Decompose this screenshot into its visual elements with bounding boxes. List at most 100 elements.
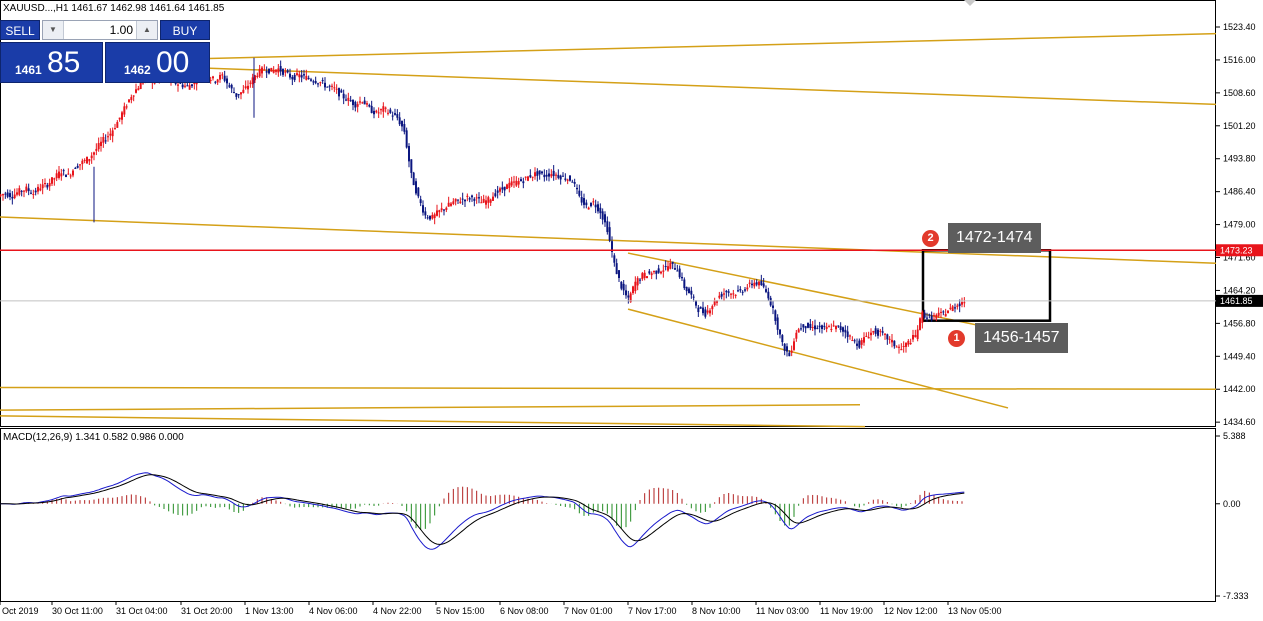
candle-body <box>11 196 14 199</box>
price-axis: 1523.40 1516.00 1508.60 1501.20 1493.80 1486.… <box>1216 22 1256 427</box>
candle-body <box>947 310 949 314</box>
candle-body <box>958 303 961 307</box>
candle-body <box>590 202 592 207</box>
buy-price-button[interactable]: 1462 00 <box>105 42 210 83</box>
candle-body <box>216 79 219 83</box>
sell-price-prefix: 1461 <box>15 63 42 77</box>
candle-body <box>704 309 707 317</box>
candle-body <box>181 84 184 88</box>
candle-body <box>804 326 807 329</box>
candle-body <box>412 172 415 186</box>
candle-body <box>487 197 490 203</box>
candle-body <box>765 289 767 292</box>
candle-body <box>188 85 191 90</box>
candle-body <box>298 74 301 78</box>
macd-line <box>0 472 965 550</box>
candle-body <box>744 289 746 291</box>
trendline[interactable] <box>0 415 866 428</box>
candle-body <box>531 176 534 178</box>
candle-body <box>67 173 70 175</box>
candle-body <box>858 340 861 348</box>
candle-body <box>326 86 329 88</box>
candle-body <box>128 99 130 102</box>
candle-body <box>559 175 562 180</box>
candle-body <box>39 188 42 191</box>
candle-body <box>797 329 800 333</box>
candle-body <box>450 203 452 206</box>
candle-body <box>375 110 378 113</box>
lot-size-value[interactable]: 1.00 <box>109 23 133 37</box>
candle-body <box>933 315 935 317</box>
candle-body <box>828 326 830 328</box>
candle-body <box>251 77 254 85</box>
annotation-badge-2: 2 <box>922 230 939 247</box>
candle-body <box>55 173 58 179</box>
candle-body <box>422 205 424 213</box>
candle-body <box>881 331 884 333</box>
trendline[interactable] <box>0 404 861 411</box>
candle-body <box>751 283 753 286</box>
candle-body <box>74 167 77 169</box>
candle-body <box>333 87 336 89</box>
candle-body <box>734 294 737 296</box>
candle-body <box>212 76 214 79</box>
candle-body <box>125 106 128 108</box>
time-tick-label: 4 Nov 06:00 <box>309 606 358 616</box>
candle-body <box>102 136 105 143</box>
candle-body <box>244 86 247 89</box>
candle-body <box>783 343 786 351</box>
macd-tick-label: 5.388 <box>1223 431 1246 441</box>
candle-body <box>618 270 620 278</box>
candle-body <box>944 314 947 317</box>
candle-body <box>723 293 725 295</box>
macd-signal-line <box>0 474 965 545</box>
lot-increase-icon[interactable]: ▲ <box>136 21 157 39</box>
candle-body <box>13 194 16 199</box>
candle-body <box>314 80 317 84</box>
trendline[interactable] <box>0 216 1217 265</box>
candle-body <box>569 175 571 181</box>
candle-body <box>242 89 245 94</box>
candle-body <box>16 192 18 195</box>
sell-price-button[interactable]: 1461 85 <box>0 42 103 83</box>
trendline[interactable] <box>115 32 1217 62</box>
candle-body <box>669 262 672 269</box>
candle-body <box>137 88 140 91</box>
candle-body <box>627 295 630 298</box>
candle-body <box>387 112 389 114</box>
candle-body <box>816 327 819 329</box>
chart-shift-marker[interactable] <box>964 0 976 6</box>
trendline[interactable] <box>627 308 1009 409</box>
candle-body <box>37 186 39 192</box>
lot-size-stepper[interactable]: ▼ 1.00 ▲ <box>42 20 158 40</box>
time-tick-label: 6 Nov 08:00 <box>500 606 549 616</box>
candle-body <box>93 152 95 155</box>
candle-body <box>671 261 674 264</box>
candle-body <box>272 69 275 73</box>
candle-body <box>562 175 564 177</box>
candle-body <box>513 181 515 183</box>
candle-body <box>177 84 179 86</box>
candle-body <box>237 94 240 96</box>
lot-decrease-icon[interactable]: ▼ <box>43 21 64 39</box>
candle-body <box>305 75 308 80</box>
candle-body <box>895 346 898 348</box>
candle-body <box>394 113 396 115</box>
candle-body <box>685 286 688 292</box>
candle-body <box>2 194 4 196</box>
trendline[interactable] <box>0 386 1217 390</box>
candle-body <box>548 173 550 177</box>
candle-body <box>842 327 844 332</box>
candle-body <box>464 199 466 202</box>
candle-body <box>417 187 420 197</box>
candle-body <box>667 266 669 271</box>
candle-body <box>884 333 886 335</box>
candle-body <box>839 326 842 330</box>
sell-button[interactable]: SELL <box>0 20 40 40</box>
candle-body <box>459 201 462 204</box>
candle-body <box>774 310 777 321</box>
candle-body <box>711 306 714 310</box>
buy-button[interactable]: BUY <box>160 20 210 40</box>
candle-body <box>293 74 296 81</box>
trendline[interactable] <box>627 252 1009 333</box>
